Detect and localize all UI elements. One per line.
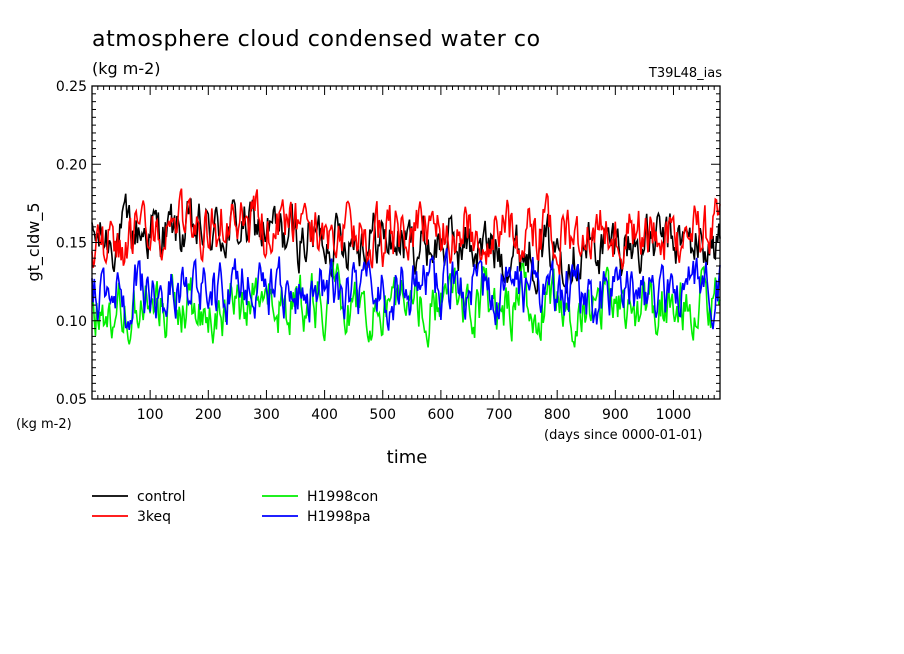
series-line-H1998con <box>91 261 721 348</box>
x-units-label: (days since 0000-01-01) <box>544 428 702 443</box>
x-tick-label: 700 <box>486 407 513 423</box>
x-tick-label: 500 <box>369 407 396 423</box>
x-tick-label: 900 <box>602 407 629 423</box>
x-tick-label: 600 <box>428 407 455 423</box>
legend-label-control: control <box>137 489 186 505</box>
y-tick-label: 0.20 <box>56 157 87 173</box>
y-units-label: (kg m-2) <box>16 417 72 432</box>
legend-label-H1998pa: H1998pa <box>307 509 371 525</box>
legend-label-3keq: 3keq <box>137 509 171 525</box>
y-tick-label: 0.15 <box>56 236 87 252</box>
legend: control 3keq H1998con H1998pa <box>92 489 378 525</box>
y-tick-label: 0.05 <box>56 392 87 408</box>
x-tick-label: 1000 <box>656 407 692 423</box>
x-tick-label: 800 <box>544 407 571 423</box>
y-tick-label: 0.25 <box>56 79 87 95</box>
x-tick-label: 100 <box>137 407 164 423</box>
series-layer <box>91 188 721 348</box>
chart-units: (kg m-2) <box>92 59 161 78</box>
x-tick-label: 300 <box>253 407 280 423</box>
x-axis-label: time <box>387 447 428 468</box>
series-line-H1998pa <box>91 248 721 331</box>
legend-label-H1998con: H1998con <box>307 489 378 505</box>
run-label: T39L48_ias <box>648 66 722 81</box>
axis-ticks: 100 200 300 400 500 600 700 800 900 1000 0.05 0.10 0… <box>56 79 720 423</box>
series-line-3keq <box>91 188 721 276</box>
y-axis-label: gt_cldw_5 <box>24 202 44 281</box>
x-tick-label: 200 <box>195 407 222 423</box>
x-tick-label: 400 <box>311 407 338 423</box>
chart-title: atmosphere cloud condensed water co <box>92 27 541 52</box>
series-line-control <box>91 193 721 295</box>
y-tick-label: 0.10 <box>56 314 87 330</box>
